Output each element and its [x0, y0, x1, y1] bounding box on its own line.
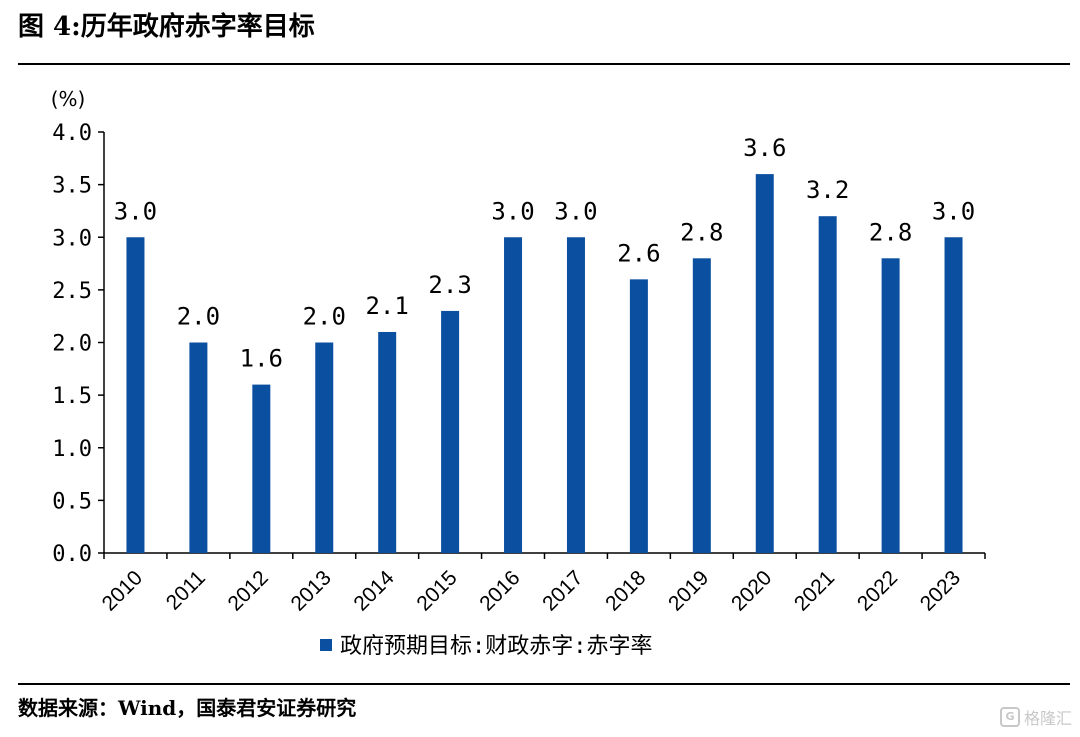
x-tick-label: 2016 — [475, 566, 524, 615]
chart-legend: 政府预期目标:财政赤字:赤字率 — [320, 634, 653, 659]
legend-label: 政府预期目标:财政赤字:赤字率 — [340, 634, 653, 659]
x-tick-label: 2017 — [538, 566, 587, 615]
watermark: G 格隆汇 — [999, 705, 1072, 729]
data-label: 1.6 — [240, 345, 283, 373]
bar-chart: (%) 0.0 0.5 1.0 1.5 2.0 2.5 3.0 3.5 4.0 2010 2011 20… — [51, 87, 986, 659]
bar — [378, 331, 397, 553]
data-label: 2.0 — [303, 303, 346, 331]
x-tick-label: 2012 — [224, 566, 273, 615]
bar — [315, 342, 334, 553]
top-divider — [18, 63, 1070, 65]
source-note: 数据来源：Wind，国泰君安证券研究 — [18, 696, 357, 720]
bar — [566, 237, 585, 553]
chart-bars — [126, 174, 963, 553]
x-tick-label: 2014 — [349, 566, 399, 616]
bar — [252, 384, 271, 553]
y-tick-label: 3.5 — [52, 174, 92, 199]
legend-swatch — [320, 639, 332, 651]
bar — [504, 237, 523, 553]
data-label: 3.2 — [806, 176, 849, 204]
x-tick-label: 2022 — [853, 566, 902, 615]
x-tick-label: 2023 — [916, 566, 965, 615]
y-tick-label: 2.5 — [52, 279, 92, 304]
figure-title: 图 4:历年政府赤字率目标 — [18, 12, 315, 42]
data-label: 2.1 — [365, 292, 408, 320]
data-label: 3.6 — [743, 134, 786, 162]
y-tick-label: 0.5 — [52, 489, 92, 514]
y-tick-label: 3.0 — [52, 226, 92, 251]
y-tick-label: 1.0 — [52, 437, 92, 462]
bar — [818, 216, 837, 553]
bottom-divider — [18, 683, 1070, 685]
x-tick-label: 2019 — [664, 566, 713, 615]
x-tick-label: 2015 — [412, 566, 461, 615]
watermark-text: 格隆汇 — [1023, 709, 1072, 728]
bar — [441, 310, 460, 553]
y-axis-unit: (%) — [51, 87, 86, 111]
data-label: 2.8 — [680, 218, 723, 246]
data-label: 2.8 — [869, 218, 912, 246]
bar — [944, 237, 963, 553]
bar — [629, 279, 648, 553]
data-label: 2.6 — [617, 239, 660, 267]
chart-data-labels: 3.0 2.0 1.6 2.0 2.1 2.3 3.0 3.0 2.6 2.8 3.6 3.2 2.8 3… — [114, 134, 975, 373]
bar — [189, 342, 208, 553]
data-label: 3.0 — [554, 197, 597, 225]
bar — [692, 258, 711, 553]
watermark-logo-icon: G — [999, 707, 1020, 727]
data-label: 2.3 — [428, 271, 471, 299]
data-label: 2.0 — [177, 303, 220, 331]
x-tick-label: 2010 — [98, 566, 147, 615]
data-label: 3.0 — [932, 197, 975, 225]
data-label: 3.0 — [491, 197, 534, 225]
x-tick-label: 2021 — [790, 566, 839, 615]
bar — [126, 237, 145, 553]
y-tick-label: 1.5 — [52, 384, 92, 409]
x-tick-label: 2013 — [286, 566, 335, 615]
y-tick-label: 2.0 — [52, 332, 92, 357]
bar — [755, 174, 774, 553]
x-tick-label: 2020 — [727, 566, 776, 615]
y-tick-label: 4.0 — [52, 121, 92, 146]
y-tick-label: 0.0 — [52, 542, 92, 567]
x-tick-label: 2018 — [601, 566, 650, 615]
x-tick-label: 2011 — [162, 566, 210, 614]
bar — [881, 258, 900, 553]
data-label: 3.0 — [114, 197, 157, 225]
